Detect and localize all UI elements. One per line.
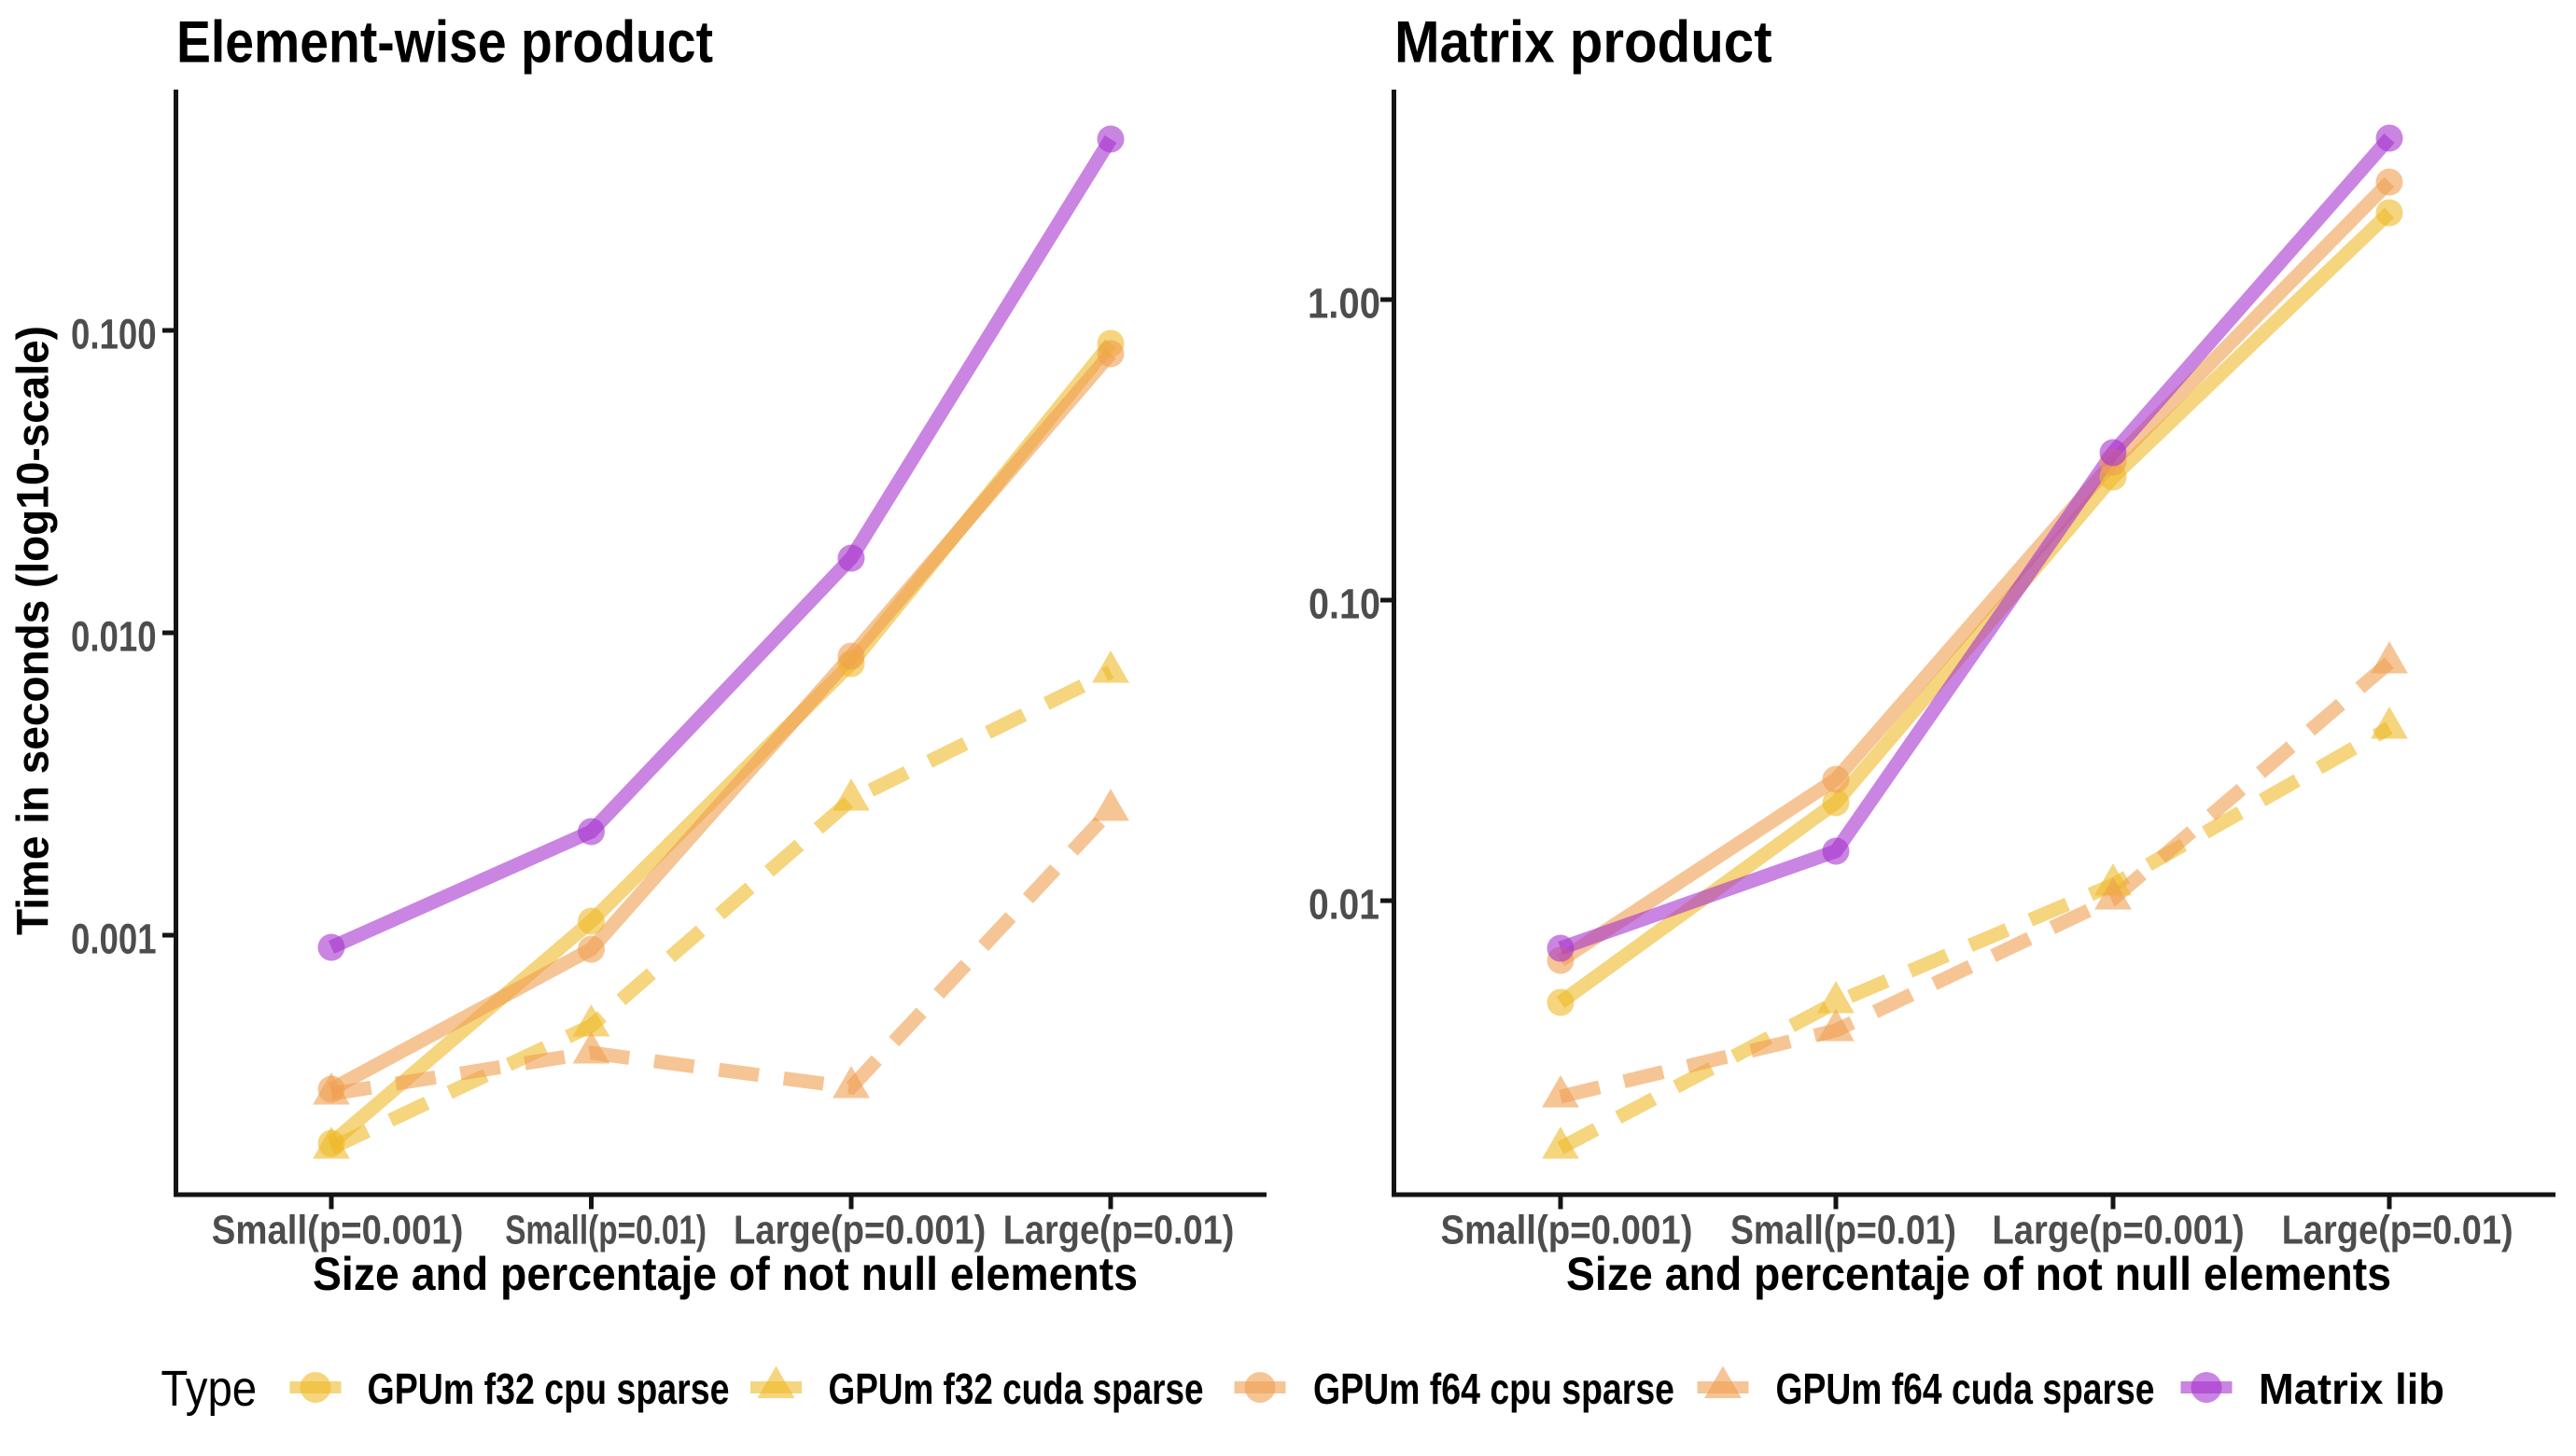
svg-text:Matrix lib: Matrix lib: [2259, 1365, 2444, 1413]
svg-text:Small(p=0.001): Small(p=0.001): [1441, 1208, 1693, 1253]
svg-text:0.010: 0.010: [71, 613, 157, 661]
svg-text:0.10: 0.10: [1309, 581, 1380, 628]
svg-text:Matrix product: Matrix product: [1394, 9, 1772, 75]
svg-text:Large(p=0.01): Large(p=0.01): [1003, 1208, 1235, 1253]
svg-text:1.00: 1.00: [1308, 280, 1380, 328]
svg-text:Element-wise product: Element-wise product: [176, 9, 713, 75]
svg-text:GPUm f32 cpu sparse: GPUm f32 cpu sparse: [368, 1365, 730, 1413]
svg-text:GPUm f64 cuda sparse: GPUm f64 cuda sparse: [1776, 1365, 2155, 1413]
svg-text:Time in seconds (log10-scale): Time in seconds (log10-scale): [8, 326, 59, 935]
svg-text:Type: Type: [161, 1362, 257, 1417]
svg-text:Large(p=0.001): Large(p=0.001): [1993, 1208, 2245, 1253]
svg-text:Large(p=0.01): Large(p=0.01): [2282, 1208, 2513, 1253]
svg-text:GPUm f64 cpu sparse: GPUm f64 cpu sparse: [1313, 1365, 1674, 1413]
svg-text:Small(p=0.001): Small(p=0.001): [212, 1208, 464, 1253]
svg-text:0.001: 0.001: [71, 916, 157, 963]
svg-text:GPUm f32 cuda sparse: GPUm f32 cuda sparse: [829, 1365, 1204, 1413]
svg-text:Small(p=0.01): Small(p=0.01): [505, 1208, 707, 1253]
svg-text:Size and percentaje of not nul: Size and percentaje of not null elements: [1566, 1247, 2391, 1300]
svg-text:0.100: 0.100: [71, 311, 157, 358]
svg-text:0.01: 0.01: [1309, 881, 1379, 929]
svg-text:Large(p=0.001): Large(p=0.001): [734, 1208, 986, 1253]
svg-text:Size and percentaje of not nul: Size and percentaje of not null elements: [313, 1247, 1138, 1300]
svg-text:Small(p=0.01): Small(p=0.01): [1730, 1208, 1956, 1253]
